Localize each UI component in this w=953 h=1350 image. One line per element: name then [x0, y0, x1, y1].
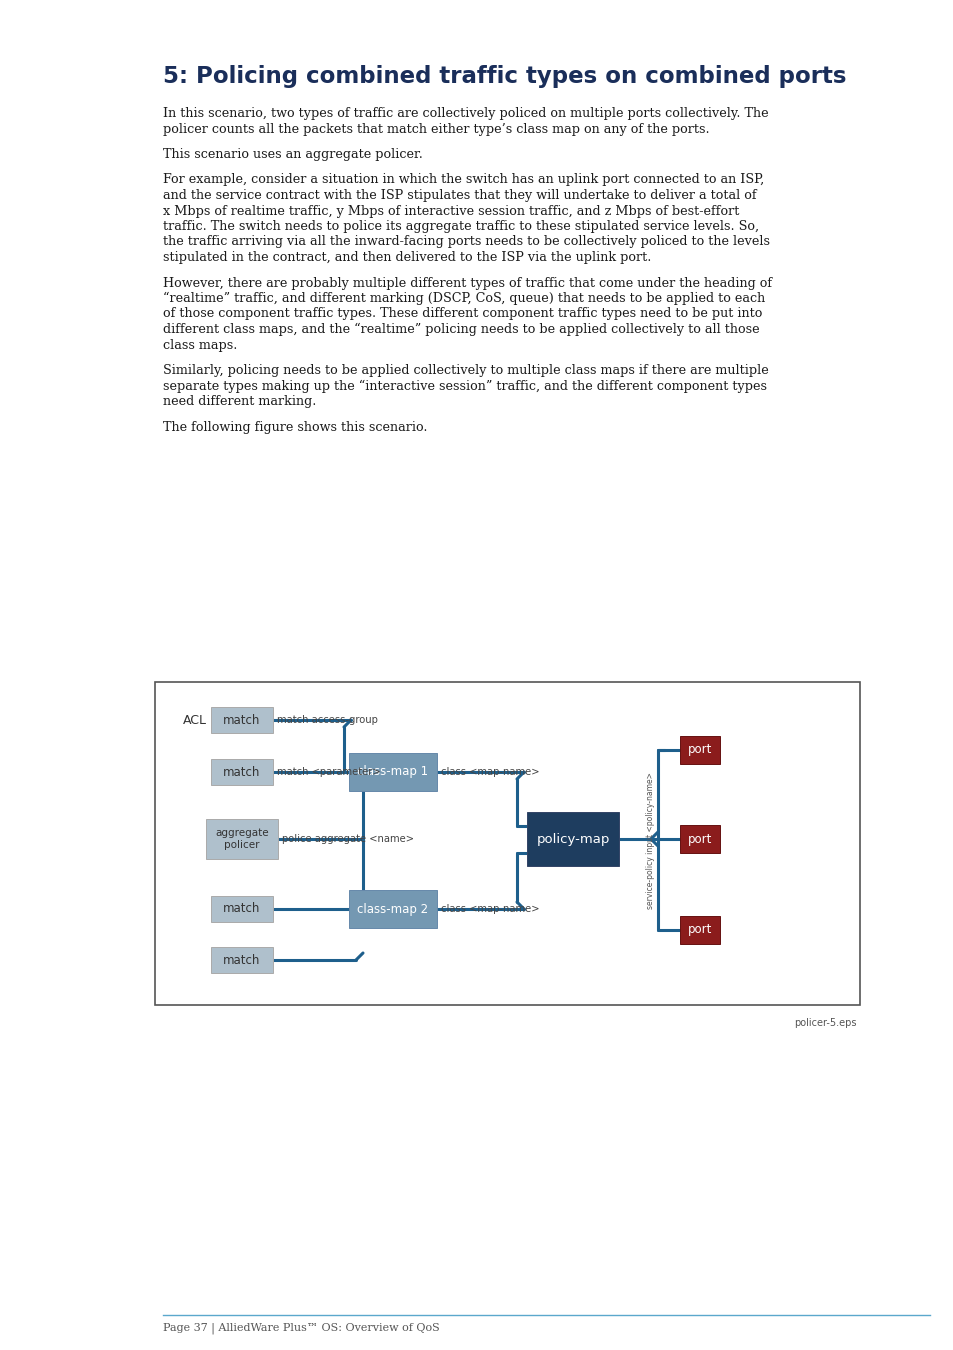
- Text: policy-map: policy-map: [536, 833, 609, 845]
- Text: match <parameter>: match <parameter>: [276, 767, 380, 778]
- Text: separate types making up the “interactive session” traffic, and the different co: separate types making up the “interactiv…: [163, 379, 766, 393]
- Text: policer counts all the packets that match either type’s class map on any of the : policer counts all the packets that matc…: [163, 123, 709, 135]
- Text: match: match: [223, 903, 260, 915]
- Text: class <map-name>: class <map-name>: [440, 904, 539, 914]
- Text: and the service contract with the ISP stipulates that they will undertake to del: and the service contract with the ISP st…: [163, 189, 756, 202]
- Bar: [206, 819, 277, 859]
- Text: port: port: [687, 923, 712, 937]
- Text: policer-5.eps: policer-5.eps: [794, 1018, 856, 1027]
- Text: different class maps, and the “realtime” policing needs to be applied collective: different class maps, and the “realtime”…: [163, 323, 759, 336]
- Bar: [526, 811, 618, 865]
- Text: police aggregate <name>: police aggregate <name>: [282, 834, 414, 844]
- Text: x Mbps of realtime traffic, y Mbps of interactive session traffic, and z Mbps of: x Mbps of realtime traffic, y Mbps of in…: [163, 204, 739, 217]
- Text: class-map 1: class-map 1: [357, 765, 428, 779]
- Text: class <map-name>: class <map-name>: [440, 767, 539, 778]
- Text: For example, consider a situation in which the switch has an uplink port connect: For example, consider a situation in whi…: [163, 174, 763, 186]
- Bar: [211, 707, 273, 733]
- Text: class-map 2: class-map 2: [357, 903, 428, 915]
- Text: service-policy input <policy-name>: service-policy input <policy-name>: [646, 772, 655, 910]
- Bar: [154, 682, 859, 1004]
- Text: the traffic arriving via all the inward-facing ports needs to be collectively po: the traffic arriving via all the inward-…: [163, 235, 769, 248]
- Bar: [679, 736, 720, 764]
- Text: port: port: [687, 833, 712, 845]
- Text: of those component traffic types. These different component traffic types need t: of those component traffic types. These …: [163, 308, 761, 320]
- Text: aggregate
policer: aggregate policer: [215, 828, 269, 849]
- Text: match: match: [223, 714, 260, 726]
- Bar: [211, 946, 273, 973]
- Text: Similarly, policing needs to be applied collectively to multiple class maps if t: Similarly, policing needs to be applied …: [163, 364, 768, 377]
- Text: class maps.: class maps.: [163, 339, 237, 351]
- Text: stipulated in the contract, and then delivered to the ISP via the uplink port.: stipulated in the contract, and then del…: [163, 251, 651, 265]
- Bar: [679, 825, 720, 853]
- Text: match: match: [223, 953, 260, 967]
- Text: However, there are probably multiple different types of traffic that come under : However, there are probably multiple dif…: [163, 277, 771, 289]
- Bar: [349, 753, 436, 791]
- Text: Page 37 | AlliedWare Plus™ OS: Overview of QoS: Page 37 | AlliedWare Plus™ OS: Overview …: [163, 1322, 439, 1334]
- Text: The following figure shows this scenario.: The following figure shows this scenario…: [163, 420, 427, 433]
- Bar: [211, 896, 273, 922]
- Bar: [349, 890, 436, 927]
- Text: This scenario uses an aggregate policer.: This scenario uses an aggregate policer.: [163, 148, 422, 161]
- Text: 5: Policing combined traffic types on combined ports: 5: Policing combined traffic types on co…: [163, 65, 845, 88]
- Text: traffic. The switch needs to police its aggregate traffic to these stipulated se: traffic. The switch needs to police its …: [163, 220, 759, 234]
- Text: match: match: [223, 765, 260, 779]
- Bar: [679, 917, 720, 944]
- Text: port: port: [687, 744, 712, 756]
- Bar: [211, 759, 273, 784]
- Text: need different marking.: need different marking.: [163, 396, 316, 408]
- Text: “realtime” traffic, and different marking (DSCP, CoS, queue) that needs to be ap: “realtime” traffic, and different markin…: [163, 292, 764, 305]
- Text: In this scenario, two types of traffic are collectively policed on multiple port: In this scenario, two types of traffic a…: [163, 107, 768, 120]
- Text: match access-group: match access-group: [276, 716, 377, 725]
- Text: ACL: ACL: [183, 714, 207, 726]
